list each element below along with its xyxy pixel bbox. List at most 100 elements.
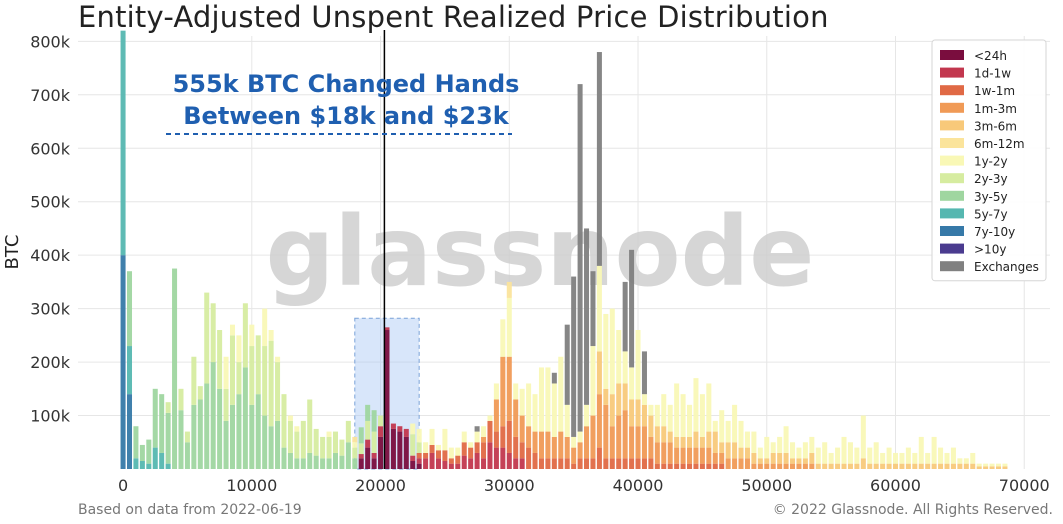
- bar-segment: [564, 324, 570, 405]
- bar-segment: [519, 442, 525, 459]
- bar-segment: [641, 351, 647, 395]
- bar-segment: [596, 351, 602, 395]
- bar-segment: [667, 442, 673, 464]
- bar-segment: [223, 356, 229, 389]
- bar-segment: [719, 410, 725, 443]
- bar-segment: [152, 388, 158, 448]
- bar-segment: [204, 383, 210, 469]
- bar-segment: [249, 404, 255, 469]
- bar-segment: [423, 458, 429, 469]
- bar-segment: [770, 463, 776, 469]
- bar-segment: [468, 458, 474, 469]
- bar-segment: [551, 436, 557, 459]
- bar-segment: [403, 428, 409, 437]
- legend-label: 5y-7y: [974, 207, 1008, 221]
- bar-segment: [976, 463, 982, 467]
- bar-segment: [822, 442, 828, 464]
- bar-segment: [635, 399, 641, 427]
- bar-segment: [365, 439, 371, 448]
- bar-segment: [925, 463, 931, 469]
- bar-segment: [957, 463, 963, 469]
- bar-segment: [648, 436, 654, 459]
- bar-segment: [648, 458, 654, 469]
- bar-segment: [584, 404, 590, 427]
- annotation-line-2: Between $18k and $23k: [183, 102, 510, 130]
- y-tick-label: 400k: [30, 246, 71, 265]
- bar-segment: [918, 436, 924, 464]
- bar-segment: [538, 458, 544, 469]
- bar-segment: [732, 458, 738, 469]
- legend-label: 1d-1w: [974, 67, 1011, 81]
- y-tick-label: 200k: [30, 353, 71, 372]
- bar-segment: [751, 431, 757, 453]
- bar-segment: [609, 394, 615, 427]
- bar-segment: [770, 442, 776, 453]
- bar-segment: [242, 367, 248, 469]
- bar-segment: [513, 436, 519, 459]
- bar-segment: [584, 228, 590, 405]
- bar-segment: [693, 378, 699, 432]
- bar-segment: [532, 452, 538, 469]
- bar-segment: [577, 431, 583, 443]
- bar-segment: [616, 383, 622, 416]
- watermark: glassnode: [266, 196, 815, 308]
- bar-segment: [371, 452, 377, 459]
- bar-segment: [178, 388, 184, 411]
- bar-segment: [854, 463, 860, 469]
- bar-segment: [783, 452, 789, 464]
- bar-segment: [738, 420, 744, 448]
- bar-segment: [809, 436, 815, 453]
- y-tick-label: 800k: [30, 32, 71, 51]
- bar-segment: [622, 351, 628, 384]
- bar-segment: [661, 442, 667, 464]
- bar-segment: [513, 458, 519, 469]
- bar-segment: [345, 420, 351, 443]
- bar-segment: [629, 426, 635, 459]
- bar-segment: [680, 436, 686, 448]
- bar-segment: [706, 447, 712, 464]
- bar-segment: [629, 367, 635, 400]
- bar-segment: [332, 431, 338, 453]
- bar-segment: [249, 324, 255, 347]
- bar-segment: [938, 447, 944, 464]
- bar-segment: [416, 463, 422, 469]
- bar-segment: [268, 340, 274, 427]
- bar-segment: [423, 442, 429, 453]
- bar-segment: [184, 431, 190, 443]
- bar-segment: [320, 458, 326, 469]
- bar-segment: [571, 276, 577, 437]
- bar-segment: [448, 458, 454, 464]
- bar-segment: [667, 463, 673, 469]
- bar-segment: [551, 458, 557, 469]
- y-tick-label: 300k: [30, 300, 71, 319]
- bar-segment: [629, 249, 635, 368]
- bar-segment: [390, 428, 396, 469]
- bar-segment: [918, 463, 924, 469]
- bar-segment: [757, 447, 763, 459]
- bar-segment: [790, 442, 796, 459]
- bar-segment: [590, 346, 596, 416]
- bar-segment: [191, 356, 197, 405]
- bar-segment: [500, 447, 506, 469]
- bar-segment: [275, 420, 281, 469]
- bar-segment: [326, 436, 332, 459]
- legend-label: 2y-3y: [974, 172, 1008, 186]
- bar-segment: [551, 372, 557, 384]
- bar-segment: [236, 394, 242, 469]
- x-tick-label: 0: [118, 476, 128, 495]
- legend-swatch: [940, 67, 964, 78]
- bar-segment: [249, 346, 255, 405]
- bar-segment: [892, 452, 899, 464]
- bar-segment: [287, 415, 293, 421]
- bar-segment: [680, 463, 686, 469]
- bar-segment: [584, 426, 590, 459]
- bar-segment: [410, 460, 416, 469]
- bar-segment: [571, 463, 577, 469]
- bar-segment: [307, 399, 313, 453]
- bar-segment: [770, 452, 776, 464]
- bar-segment: [255, 394, 261, 469]
- bar-segment: [725, 420, 731, 443]
- bar-segment: [126, 346, 133, 395]
- bar-segment: [152, 447, 158, 469]
